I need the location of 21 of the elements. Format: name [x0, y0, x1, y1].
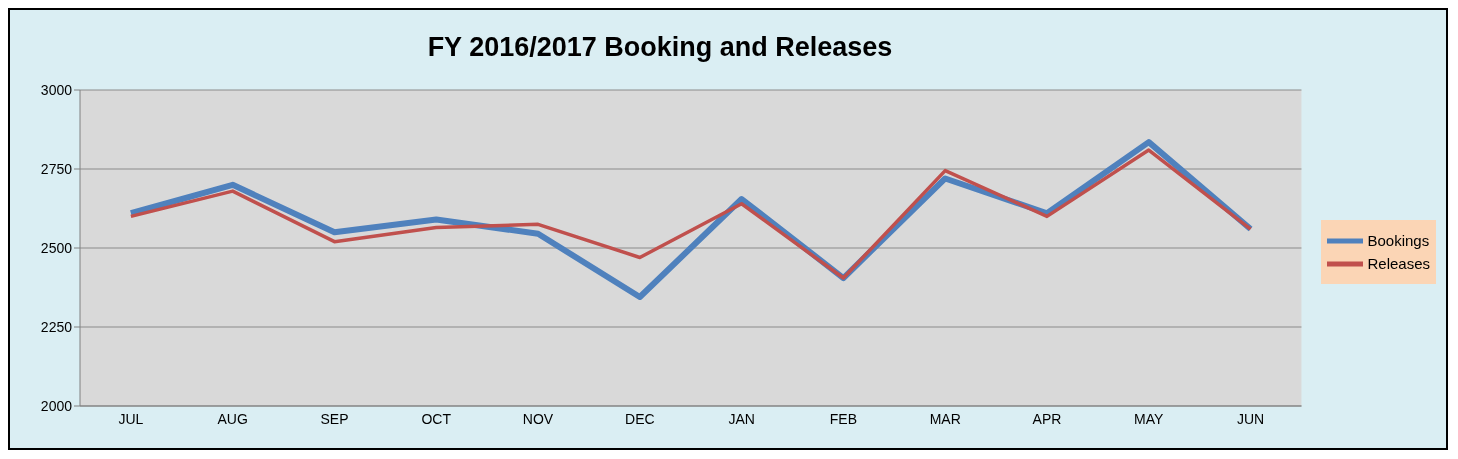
chart-title: FY 2016/2017 Booking and Releases — [426, 32, 894, 63]
x-tick-label: DEC — [625, 410, 655, 427]
x-tick-label: APR — [1032, 410, 1062, 427]
x-tick-label: MAY — [1134, 410, 1165, 427]
line-series — [129, 148, 1253, 280]
x-tick-label: JUL — [118, 410, 144, 427]
legend-label: Releases — [1367, 255, 1430, 272]
x-tick-label: OCT — [421, 410, 452, 427]
y-tick-label: 3000 — [40, 81, 73, 98]
y-tick-label: 2500 — [40, 239, 73, 256]
y-tick-label: 2250 — [40, 318, 73, 335]
legend-label: Bookings — [1367, 232, 1430, 249]
y-tick-label: 2000 — [40, 397, 73, 414]
x-tick-label: FEB — [829, 410, 858, 427]
x-tick-label: JAN — [728, 410, 755, 427]
x-tick-label: MAR — [929, 410, 961, 427]
x-tick-label: SEP — [320, 410, 349, 427]
x-tick-label: NOV — [522, 410, 554, 427]
x-tick-label: AUG — [217, 410, 248, 427]
y-tick-label: 2750 — [40, 160, 73, 177]
x-tick-label: JUN — [1236, 410, 1265, 427]
